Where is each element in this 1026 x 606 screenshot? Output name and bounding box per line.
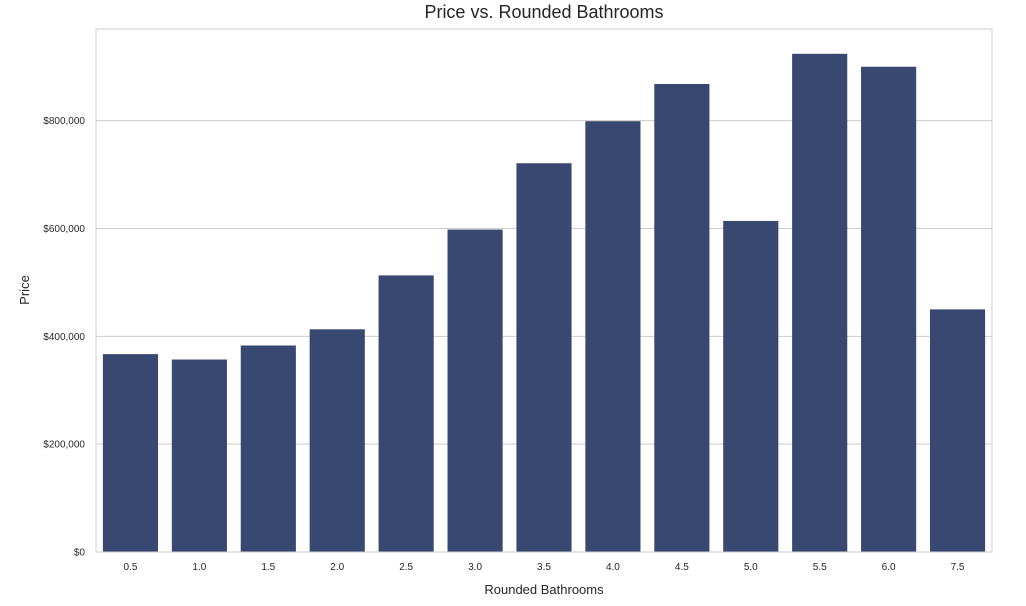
- x-tick-label: 3.0: [468, 562, 482, 573]
- x-tick-label: 0.5: [124, 562, 138, 573]
- bar-5.0: [723, 220, 779, 552]
- y-tick-label: $400,000: [43, 332, 85, 343]
- x-tick-label: 2.0: [330, 562, 344, 573]
- x-tick-label: 1.5: [261, 562, 275, 573]
- bar-4.0: [585, 121, 641, 552]
- x-tick-label: 4.5: [675, 562, 689, 573]
- x-tick-label: 3.5: [537, 562, 551, 573]
- bar-0.5: [102, 354, 159, 552]
- bar-3.0: [447, 229, 503, 553]
- y-axis-label: Price: [17, 275, 32, 305]
- bar-2.5: [378, 275, 434, 552]
- x-tick-label: 7.5: [951, 562, 965, 573]
- x-tick-labels: 0.5 1.0 1.5 2.0 2.5 3.0 3.5 4.0 4.5 5.0 5.5 6.0 7.5: [124, 562, 965, 573]
- bar-2.0: [309, 329, 365, 552]
- bar-7.5: [929, 309, 986, 552]
- bar-3.5: [516, 163, 572, 552]
- y-tick-label: $600,000: [43, 224, 85, 235]
- x-tick-label: 2.5: [399, 562, 413, 573]
- x-tick-label: 5.0: [744, 562, 758, 573]
- plot-frame: [95, 28, 993, 553]
- x-tick-label: 6.0: [882, 562, 896, 573]
- bar-1.0: [171, 359, 227, 552]
- chart-title: Price vs. Rounded Bathrooms: [424, 2, 663, 22]
- y-tick-label: $0: [74, 548, 86, 559]
- y-tick-labels: $0 $200,000 $400,000 $600,000 $800,000: [43, 116, 85, 558]
- y-tick-label: $800,000: [43, 116, 85, 127]
- bars: [102, 53, 986, 553]
- x-tick-label: 5.5: [813, 562, 827, 573]
- bar-4.5: [654, 83, 710, 552]
- bar-6.0: [861, 66, 917, 552]
- x-tick-label: 1.0: [192, 562, 206, 573]
- y-tick-label: $200,000: [43, 440, 85, 451]
- bar-1.5: [240, 345, 296, 552]
- x-axis-label: Rounded Bathrooms: [484, 582, 604, 597]
- bar-5.5: [792, 53, 848, 552]
- x-tick-label: 4.0: [606, 562, 620, 573]
